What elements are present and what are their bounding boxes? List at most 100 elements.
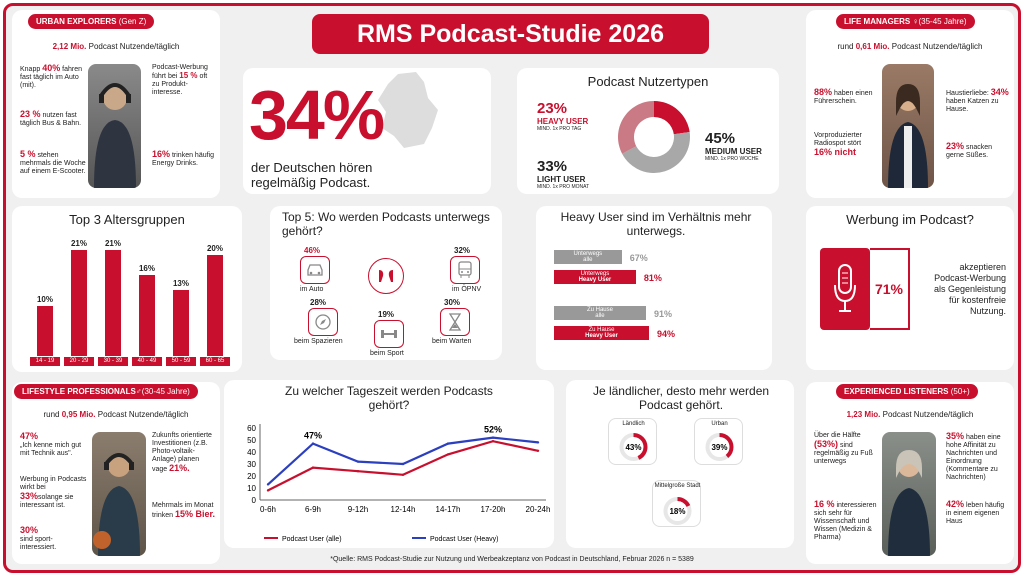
- urban-fact-2: 23 % nutzen fast täglich Bus & Bahn.: [20, 109, 82, 128]
- y-tick-label: 30: [247, 460, 256, 469]
- heavy-compare-card: Heavy User sind im Verhältnis mehr unter…: [536, 206, 772, 370]
- top5-warten-label: beim Warten: [432, 338, 472, 345]
- y-tick-label: 0: [252, 496, 257, 505]
- heavy-compare-bar-label: Zu Hause: [586, 307, 613, 313]
- heavy-compare-bar-sub: Heavy User: [585, 333, 618, 339]
- life-label: LIFE MANAGERS ♀(35-45 Jahre): [836, 14, 975, 29]
- hero-text: der Deutschen hören regelmäßig Podcast.: [251, 160, 373, 190]
- rural-donut-2: Mittelgroße Stadt 18%: [652, 480, 701, 527]
- age-bar-value: 10%: [36, 294, 53, 304]
- heavy-compare-bar-sub: Heavy User: [578, 277, 612, 283]
- line-annotation: 52%: [484, 425, 502, 435]
- donut-fill: [705, 433, 734, 461]
- rural-card: Je ländlicher, desto mehr werden Podcast…: [566, 380, 794, 548]
- heavy-compare-value: 67%: [629, 253, 648, 263]
- age-bar-category: 60 - 65: [200, 357, 230, 366]
- top5-sport-value: 19%: [378, 310, 395, 319]
- age-bar-value: 21%: [104, 239, 121, 248]
- x-tick-label: 9-12h: [348, 505, 368, 514]
- urban-explorers-card: URBAN EXPLORERS (Gen Z) 2,12 Mio. Podcas…: [12, 10, 220, 198]
- age-bar-category: 20 - 29: [64, 357, 94, 366]
- usertype-heavy: 23% HEAVY USER MIND. 1x PRO TAG: [537, 100, 589, 132]
- line-point: [311, 442, 315, 445]
- heavy-compare-value: 94%: [657, 329, 676, 339]
- rural-donut-label: Mittelgroße Stadt: [654, 483, 701, 489]
- donut-slice-light: [618, 101, 654, 154]
- heavy-compare-bar-sub: alle: [595, 313, 605, 319]
- line-point: [536, 441, 540, 444]
- usertypes-title: Podcast Nutzertypen: [587, 74, 709, 89]
- life-fact-2: Vorproduzierter Radiospot stört 16% nich…: [814, 132, 862, 157]
- hourglass-icon: [440, 308, 470, 336]
- age-bar-category: 50 - 59: [166, 357, 196, 366]
- donut-slice-medium: [622, 131, 690, 174]
- rural-donut-1: Urban 39%: [694, 418, 743, 465]
- werbung-title: Werbung im Podcast?: [846, 212, 974, 227]
- donut-fill: [619, 433, 648, 461]
- top5-card: Top 5: Wo werden Podcasts unterwegs gehö…: [270, 206, 502, 360]
- heavy-compare-bar: Zu Hause alle: [554, 306, 646, 320]
- top5-oepnv-value: 32%: [454, 246, 471, 255]
- line-point: [266, 483, 270, 486]
- life-fact-4: 23% snacken gerne Süßes.: [946, 141, 993, 160]
- experienced-fact-4: 42% leben häufig in einem eigenen Haus: [946, 499, 1005, 526]
- experienced-photo: [882, 432, 936, 556]
- age-bar-value: 13%: [172, 279, 189, 289]
- urban-photo: [88, 64, 141, 188]
- x-tick-label: 14-17h: [436, 505, 461, 514]
- usertypes-card: Podcast Nutzertypen 23% HEAVY USER MIND.…: [517, 68, 779, 194]
- age-bar-category: 40 - 49: [132, 357, 162, 366]
- germany-map-icon: [378, 72, 438, 148]
- usertype-medium: 45% MEDIUM USER MIND. 1x PRO WOCHE: [705, 130, 762, 162]
- age-bar-value: 21%: [70, 239, 87, 248]
- legend-label: Podcast User (Heavy): [430, 536, 498, 543]
- line-point: [446, 442, 450, 445]
- lifestyle-fact-5: Mehrmals im Monat trinken 15% Bier.: [152, 502, 215, 519]
- footnote: *Quelle: RMS Podcast-Studie zur Nutzung …: [330, 556, 694, 563]
- urban-label: URBAN EXPLORERS (Gen Z): [28, 14, 155, 29]
- heavy-compare-title: Heavy User sind im Verhältnis mehr unter…: [560, 210, 752, 238]
- age-bar-value: 20%: [206, 244, 223, 254]
- age-bar: [105, 250, 121, 356]
- donut-slice-heavy: [654, 101, 690, 135]
- earbuds-icon: [368, 258, 404, 294]
- age-bar: [207, 255, 223, 356]
- rural-donut-label: Ländlich: [622, 421, 645, 427]
- rural-donut-0: Ländlich 43%: [608, 418, 657, 465]
- heavy-compare-bar-label: Unterwegs: [580, 271, 610, 277]
- life-fact-3: Haustierliebe: 34% haben Katzen zu Hause…: [946, 87, 1009, 114]
- age-bar: [37, 305, 53, 356]
- y-tick-label: 20: [247, 472, 256, 481]
- x-tick-label: 17-20h: [481, 505, 506, 514]
- usertypes-donut: [618, 101, 690, 174]
- male-icon: ♂: [135, 387, 142, 396]
- y-tick-label: 10: [247, 484, 256, 493]
- werbung-card: Werbung im Podcast? 71% akzeptieren Podc…: [806, 206, 1014, 370]
- life-fact-1: 88% haben einen Führerschein.: [814, 87, 873, 106]
- x-tick-label: 0-6h: [260, 505, 276, 514]
- heavy-compare-bar: Unterwegs Heavy User: [554, 270, 636, 284]
- experienced-fact-1: Über die Hälfte (53%) sind regelmäßig zu…: [814, 432, 873, 465]
- heavy-compare-value: 81%: [643, 273, 662, 283]
- line-point: [491, 436, 495, 439]
- top5-oepnv-label: im ÖPNV: [452, 286, 482, 293]
- hero-card: 34% der Deutschen hören regelmäßig Podcas…: [243, 68, 491, 194]
- rural-donut-value: 39%: [711, 443, 727, 452]
- line-point: [401, 462, 405, 466]
- donut-fill: [663, 497, 692, 525]
- werbung-value: 71%: [870, 248, 910, 330]
- lifestyle-photo: [92, 432, 146, 556]
- urban-fact-3: 5 % stehen mehrmals die Woche auf einem …: [20, 149, 86, 176]
- y-tick-label: 40: [247, 448, 256, 457]
- experienced-card: EXPERIENCED LISTENERS (50+) 1,23 Mio. Po…: [806, 382, 1014, 564]
- rural-title: Je ländlicher, desto mehr werden Podcast…: [592, 384, 770, 412]
- top5-sport-label: beim Sport: [370, 350, 404, 357]
- experienced-users: 1,23 Mio. Podcast Nutzende/täglich: [846, 410, 974, 419]
- line-point: [536, 449, 540, 452]
- lifestyle-users: rund 0,95 Mio. Podcast Nutzende/täglich: [43, 410, 189, 419]
- experienced-fact-3: 35% haben eine hohe Affinität zu Nachric…: [946, 431, 1001, 482]
- usertype-light: 33% LIGHT USER MIND. 1x PRO MONAT: [537, 158, 590, 190]
- top5-spazieren-label: beim Spazieren: [294, 338, 343, 345]
- x-tick-label: 6-9h: [305, 505, 321, 514]
- age-bar-value: 16%: [138, 264, 155, 274]
